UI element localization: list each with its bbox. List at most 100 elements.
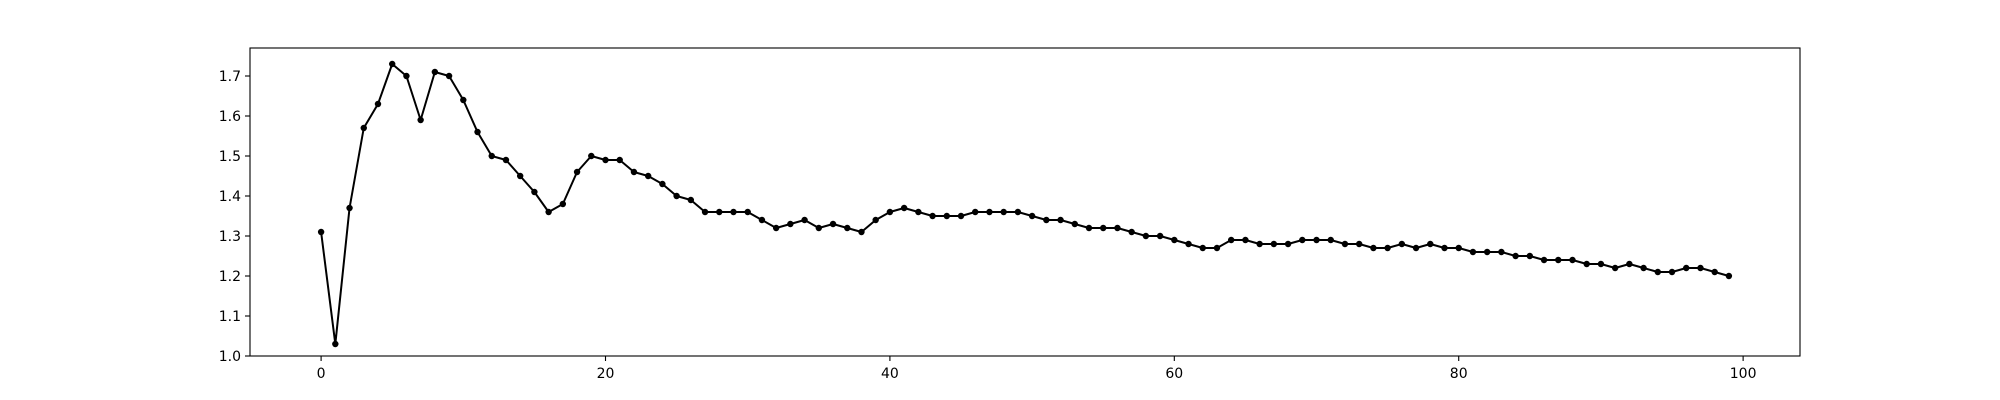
data-point [1569,256,1576,264]
data-point [630,168,638,176]
data-point [1668,268,1676,276]
data-point [1313,236,1320,244]
data-point [1142,232,1150,240]
data-point [1270,240,1278,248]
plot-area-frame [249,47,1801,357]
data-point [929,212,936,220]
data-point [1299,236,1306,244]
data-point [1412,244,1420,252]
data-point [1227,236,1235,244]
y-tick-label: 1.0 [219,349,241,365]
data-point [787,220,794,228]
data-point [474,128,481,136]
data-point [943,212,950,220]
data-point [1441,244,1448,252]
data-point [872,216,879,224]
data-point [1683,264,1690,272]
data-point [417,116,424,124]
data-point [644,172,652,180]
data-point [403,72,410,80]
data-point [516,172,524,180]
y-tick-label: 1.2 [219,269,241,285]
data-point [1242,236,1249,244]
y-tick-label: 1.4 [219,189,241,205]
data-point [1114,224,1121,232]
data-point [332,340,339,348]
data-point [1185,240,1192,248]
data-point [445,72,453,80]
x-tick-label: 80 [1450,366,1468,382]
y-tick-label: 1.5 [219,149,241,165]
data-point [1000,208,1007,216]
data-point [801,216,808,224]
data-point [1483,248,1491,256]
y-tick-label: 1.7 [219,69,241,85]
data-point [1071,220,1078,228]
data-point [1028,212,1036,220]
data-point [1213,244,1221,252]
data-point [573,168,581,176]
data-point [1725,272,1733,280]
data-point [900,204,908,212]
data-point [1014,208,1022,216]
data-point [502,156,510,164]
data-point [488,152,495,160]
data-point [730,208,737,216]
data-point [915,208,922,216]
data-point [673,192,680,200]
data-point [559,200,567,208]
data-point [1370,244,1377,252]
data-point [1057,216,1064,224]
data-point [460,96,467,104]
data-point [701,208,709,216]
data-point [986,208,993,216]
data-point [886,208,894,216]
data-point [1583,260,1590,268]
data-point [1341,240,1349,248]
data-point [972,208,979,216]
data-point [772,224,780,232]
data-point [1626,260,1633,268]
data-point [1043,216,1050,224]
data-point [360,124,367,132]
data-point [1256,240,1263,248]
data-point [1640,264,1647,272]
data-point [588,152,595,160]
data-point [1156,232,1164,240]
data-point [1697,264,1704,272]
x-tick-label: 60 [1165,366,1183,382]
data-point [957,212,965,220]
data-point [1654,268,1661,276]
data-point [374,100,382,108]
x-tick-label: 40 [881,366,899,382]
data-point [758,216,766,224]
data-point [1327,236,1334,244]
data-point [602,156,609,164]
data-point [1540,256,1548,264]
data-point [616,156,623,164]
data-point [687,196,695,204]
data-point [1469,248,1477,256]
data-point [1384,244,1391,252]
x-tick-label: 100 [1730,366,1757,382]
x-tick-label: 0 [317,366,326,382]
data-point [1284,240,1292,248]
data-point [431,68,439,76]
data-point [531,188,538,196]
series-line [320,63,1730,345]
data-point [858,228,865,236]
x-tick-label: 20 [597,366,615,382]
data-point [1427,240,1434,248]
data-point [659,180,666,188]
data-point [1171,236,1178,244]
data-point [815,224,823,232]
axis-ticks: 0 20 40 60 80 100 1.0 1.1 1.2 1.3 1.4 1.5 1.6 1.7 [219,69,1757,382]
data-point [1498,248,1505,256]
y-tick-label: 1.3 [219,229,241,245]
y-tick-label: 1.6 [219,109,241,125]
data-point [1526,252,1534,260]
data-point [389,60,396,68]
data-point [829,220,837,228]
data-point [346,204,353,212]
